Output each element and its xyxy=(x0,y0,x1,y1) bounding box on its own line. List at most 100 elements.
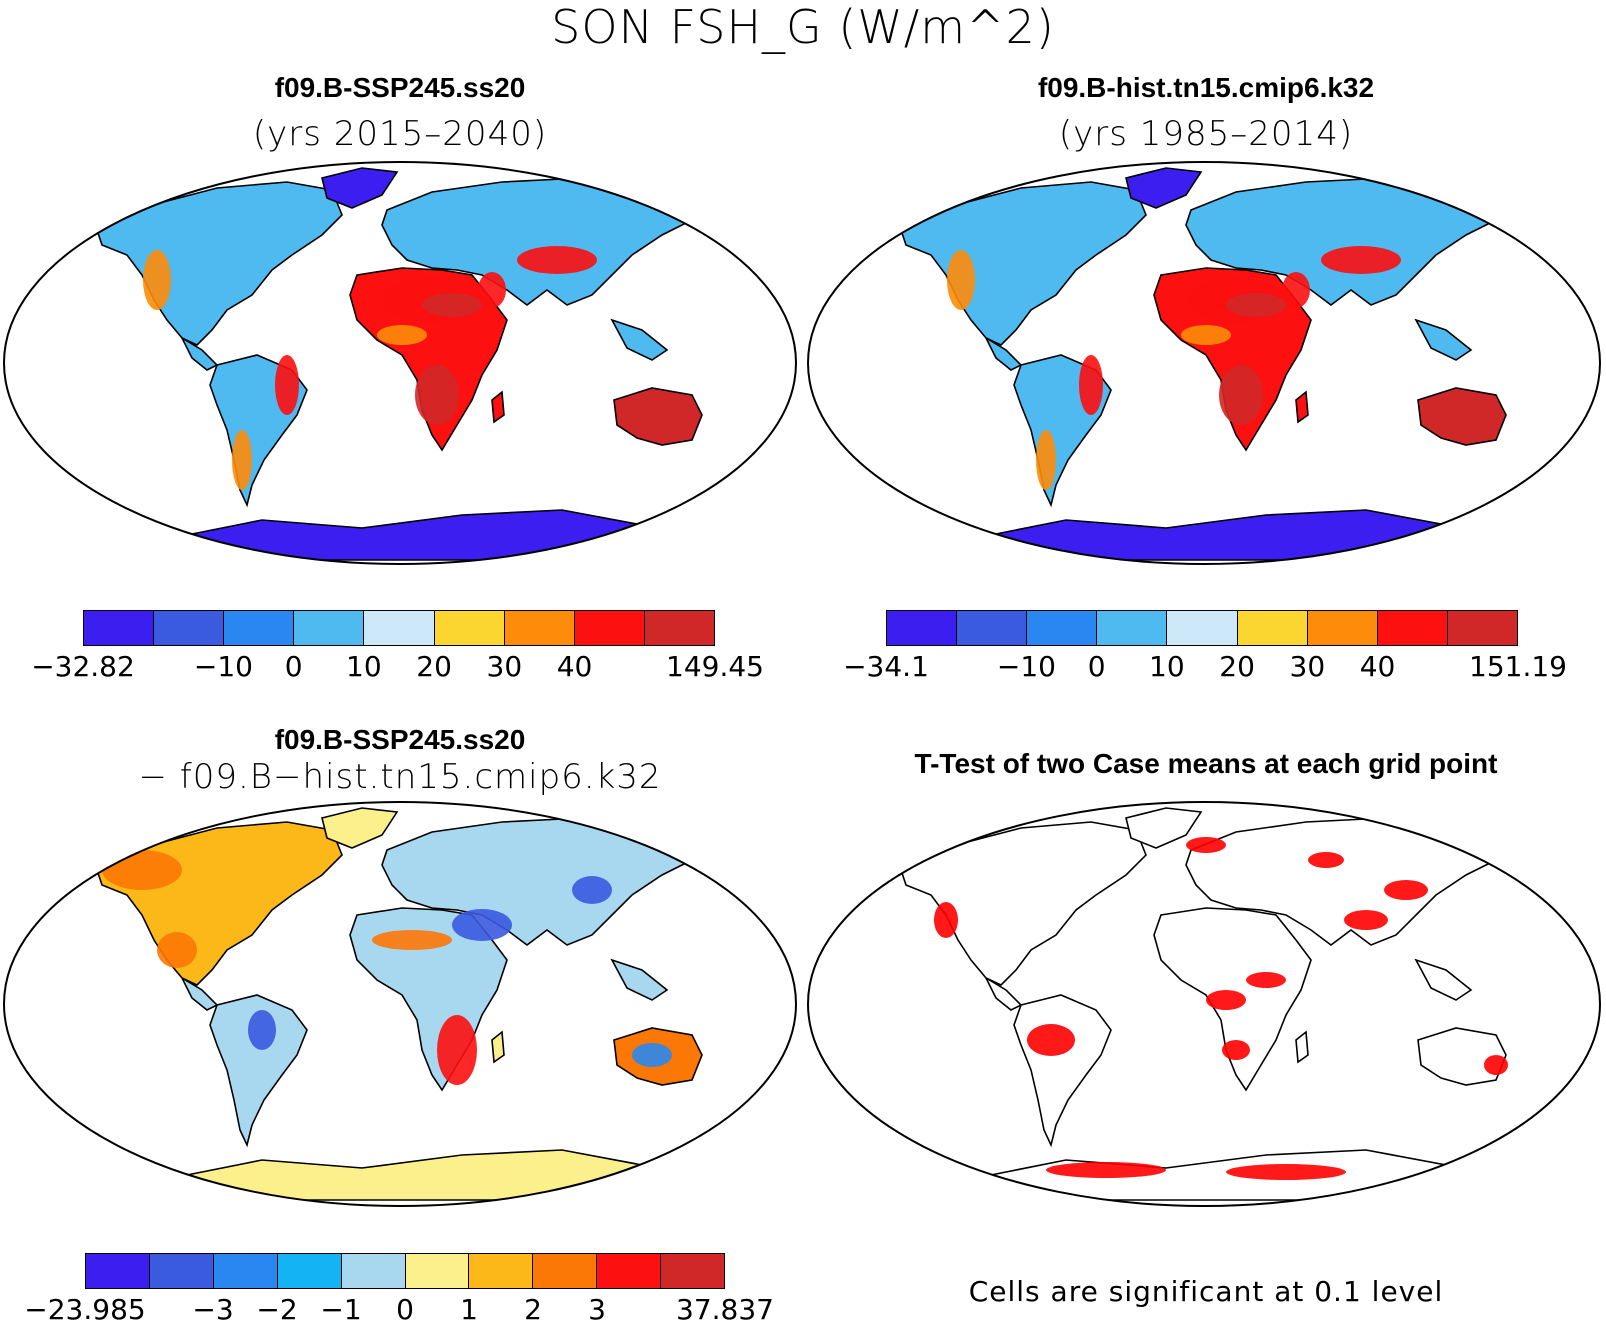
panel1-title: f09.B-SSP245.ss20 xyxy=(274,72,526,103)
colorbar-swatch xyxy=(86,1254,150,1288)
field-patch xyxy=(248,1010,276,1050)
field-patch xyxy=(1186,837,1226,853)
colorbar-tick-label: 40 xyxy=(1359,650,1396,683)
colorbar-swatch xyxy=(1307,611,1378,645)
land-northAmerica xyxy=(96,821,343,986)
field-patch xyxy=(415,365,459,425)
field-patch xyxy=(1027,1024,1075,1056)
field-patch xyxy=(934,902,958,938)
land-southAmerica xyxy=(209,994,308,1148)
field-patch xyxy=(452,909,512,941)
land-northAmerica xyxy=(900,821,1147,986)
field-patch xyxy=(1206,990,1246,1010)
field-patch xyxy=(1384,880,1428,900)
land-northAmerica xyxy=(900,181,1147,346)
field-patch xyxy=(377,325,427,345)
panel3-title: f09.B-SSP245.ss20 xyxy=(274,724,526,755)
panel2-map xyxy=(807,161,1601,565)
colorbar-tick-label: 10 xyxy=(346,650,382,683)
colorbar-tick-label: 0 xyxy=(284,650,303,683)
colorbar-swatch xyxy=(1377,611,1448,645)
colorbar-swatch xyxy=(1027,611,1098,645)
colorbar-swatch xyxy=(1167,611,1238,645)
land-greenland xyxy=(1125,167,1203,209)
field-patch xyxy=(904,832,948,848)
panel2-colorbar xyxy=(886,610,1518,646)
panel4-title: T-Test of two Case means at each grid po… xyxy=(914,748,1498,779)
colorbar-tick-label: −10 xyxy=(193,650,253,683)
panel2-title: f09.B-hist.tn15.cmip6.k32 xyxy=(1037,72,1375,103)
colorbar-swatch xyxy=(597,1254,662,1288)
panel3-subtitle: − f09.B−hist.tn15.cmip6.k32 xyxy=(138,757,662,797)
colorbar-tick-label: 40 xyxy=(556,650,593,683)
colorbar-swatch xyxy=(533,1254,598,1288)
panel2-subtitle: (yrs 1985–2014) xyxy=(1058,114,1354,154)
map-boundary xyxy=(3,161,797,565)
field-patch xyxy=(422,293,482,317)
field-patch xyxy=(1036,430,1056,490)
colorbar-swatch xyxy=(661,1254,725,1288)
panel1-map xyxy=(3,161,797,565)
field-patch xyxy=(1308,852,1344,868)
land-antarctica xyxy=(964,1149,1448,1201)
field-patch xyxy=(275,355,299,415)
colorbar-tick-label: 30 xyxy=(1289,650,1326,683)
land-australia xyxy=(613,387,703,446)
field-patch xyxy=(232,430,252,490)
panel1-subtitle: (yrs 2015–2040) xyxy=(252,114,548,154)
colorbar-swatch xyxy=(364,611,435,645)
colorbar-tick-label: −32.82 xyxy=(31,650,135,683)
field-patch xyxy=(1222,1040,1250,1060)
colorbar-swatch xyxy=(154,611,225,645)
field-patch xyxy=(372,930,452,950)
land-seAsia xyxy=(1414,958,1473,1001)
colorbar-tick-label: −34.1 xyxy=(843,650,929,683)
field-patch xyxy=(437,1015,477,1085)
colorbar-swatch xyxy=(887,611,958,645)
colorbar-tick-label: 0 xyxy=(396,1293,414,1326)
land-centralAm xyxy=(984,975,1023,1011)
field-patch xyxy=(947,250,975,310)
field-patch xyxy=(102,850,182,890)
colorbar-swatch xyxy=(574,611,645,645)
colorbar-tick-label: 151.19 xyxy=(1469,650,1567,683)
colorbar-tick-label: 20 xyxy=(1219,650,1255,683)
colorbar-swatch xyxy=(434,611,505,645)
colorbar-swatch xyxy=(224,611,295,645)
colorbar-tick-label: −10 xyxy=(996,650,1056,683)
field-patch xyxy=(1282,272,1310,308)
field-patch xyxy=(1226,293,1286,317)
field-patch xyxy=(517,246,597,274)
land-antarctica xyxy=(160,1149,644,1201)
field-patch xyxy=(1046,1162,1166,1178)
colorbar-swatch xyxy=(1097,611,1168,645)
land-australia xyxy=(1417,387,1507,446)
map-boundary xyxy=(807,801,1601,1207)
colorbar-tick-label: 3 xyxy=(588,1293,606,1326)
colorbar-tick-label: −3 xyxy=(192,1293,234,1326)
land-antarctica xyxy=(964,509,1448,561)
land-madagascar xyxy=(1295,390,1309,424)
field-patch xyxy=(478,272,506,308)
colorbar-tick-label: 10 xyxy=(1149,650,1185,683)
field-patch xyxy=(1226,1164,1346,1180)
land-madagascar xyxy=(1295,1030,1309,1064)
field-patch xyxy=(1219,365,1263,425)
colorbar-tick-label: 0 xyxy=(1087,650,1106,683)
panel3-colorbar xyxy=(85,1253,725,1289)
land-greenland xyxy=(321,167,399,209)
panel4-map xyxy=(807,801,1601,1207)
colorbar-swatch xyxy=(294,611,365,645)
colorbar-tick-label: 37.837 xyxy=(676,1293,774,1326)
significance-note: Cells are significant at 0.1 level xyxy=(968,1275,1444,1308)
colorbar-tick-label: 149.45 xyxy=(666,650,764,683)
land-greenland xyxy=(1125,807,1203,849)
land-seAsia xyxy=(610,318,669,361)
land-madagascar xyxy=(491,390,505,424)
colorbar-swatch xyxy=(341,1254,406,1288)
colorbar-swatch xyxy=(405,1254,470,1288)
colorbar-swatch xyxy=(469,1254,534,1288)
land-northAmerica xyxy=(96,181,343,346)
colorbar-swatch xyxy=(213,1254,278,1288)
panel1-colorbar xyxy=(83,610,715,646)
